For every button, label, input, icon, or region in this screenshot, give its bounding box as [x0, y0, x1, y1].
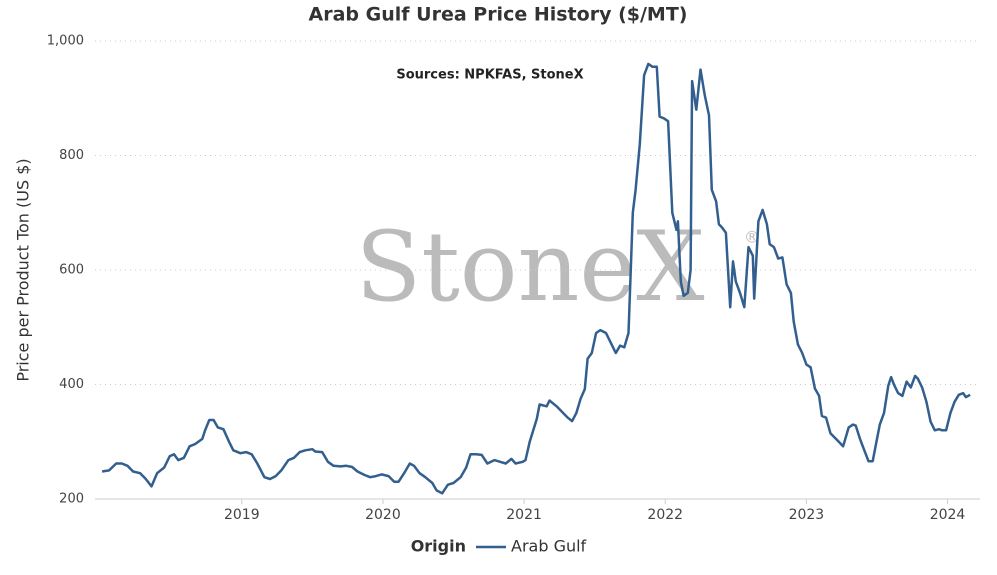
legend-title: Origin	[411, 537, 466, 556]
x-tick-label: 2020	[365, 507, 401, 523]
line-series	[101, 62, 971, 495]
annotation: Sources: NPKFAS, StoneX	[396, 68, 583, 83]
y-tick-label: 1,000	[47, 34, 84, 49]
y-tick-label: 800	[59, 148, 84, 163]
y-tick-label: 200	[59, 492, 84, 507]
x-tick-label: 2022	[647, 507, 683, 523]
y-tick-label: 600	[59, 263, 84, 278]
legend-label: Arab Gulf	[511, 537, 587, 556]
y-axis-label: Price per Product Ton (US $)	[14, 158, 33, 381]
x-tick-label: 2021	[506, 507, 542, 523]
watermark: StoneX	[355, 211, 704, 323]
x-tick-label: 2024	[930, 507, 966, 523]
chart-title: Arab Gulf Urea Price History ($/MT)	[309, 4, 688, 26]
watermark-mark: ®	[744, 228, 760, 247]
x-tick-label: 2023	[789, 507, 825, 523]
y-tick-label: 400	[59, 377, 84, 392]
x-tick-label: 2019	[224, 507, 260, 523]
